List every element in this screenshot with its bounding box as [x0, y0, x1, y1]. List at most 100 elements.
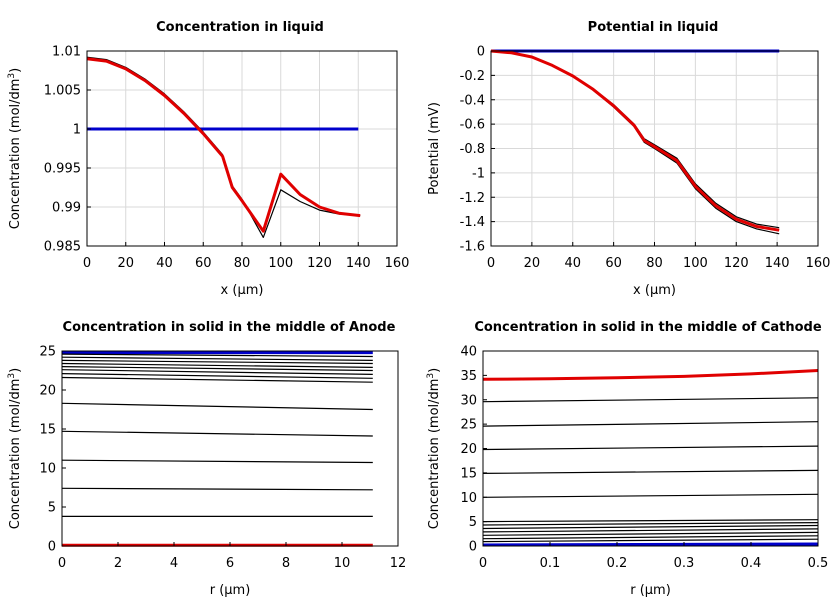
y-tick-label: 1.005: [44, 84, 81, 99]
y-tick-label: 20: [39, 384, 56, 399]
series-line: [61, 362, 373, 368]
chart-1: 0 20 40 60 80 100 120 140 160 1.01 1.005 1 0.995 0.99…: [7, 20, 409, 298]
x-axis-label: x (µm): [221, 283, 264, 298]
x-tick-label: 2: [114, 556, 122, 571]
y-tick-label: 5: [469, 515, 477, 530]
chart-4: 0 0.1 0.2 0.3 0.4 0.5 40 35 30 25 20 15 10 5 0 Concentr…: [426, 320, 828, 598]
series-line: [482, 519, 819, 523]
series-line: [61, 359, 373, 365]
chart-3: 0 2 4 6 8 10 12 25 20 15 10 5 0 Concentration in soli…: [7, 320, 406, 598]
x-tick-label: 60: [195, 256, 212, 271]
y-tick-label: 20: [460, 442, 477, 457]
series-line: [482, 445, 819, 451]
series-line: [482, 542, 819, 547]
y-tick-label: 0: [48, 540, 56, 555]
y-tick-label: 0: [469, 540, 477, 555]
x-tick-label: 20: [524, 256, 541, 271]
y-tick-label: 5: [48, 501, 56, 516]
chart-title: Potential in liquid: [588, 20, 719, 35]
y-tick-label: 15: [460, 466, 477, 481]
y-tick-label: 0: [477, 45, 485, 60]
x-tick-label: 100: [268, 256, 293, 271]
series-line: [482, 521, 819, 526]
chart-title: Concentration in solid in the middle of …: [63, 320, 396, 335]
x-tick-label: 20: [117, 256, 134, 271]
series-line: [61, 487, 373, 491]
series-line: [86, 57, 361, 233]
y-tick-label: 0.985: [44, 240, 81, 255]
y-tick-label: 0.99: [52, 201, 81, 216]
x-tick-label: 0: [83, 256, 91, 271]
series-line: [482, 493, 819, 498]
series-line: [61, 459, 373, 464]
x-axis-label: r (µm): [630, 583, 671, 598]
x-tick-label: 60: [605, 256, 622, 271]
y-tick-label: -1.2: [460, 191, 485, 206]
x-tick-label: 80: [234, 256, 251, 271]
y-tick-label: -0.2: [460, 69, 485, 84]
series-line: [482, 528, 819, 533]
y-tick-label: 35: [460, 369, 477, 384]
x-tick-label: 0.4: [741, 556, 762, 571]
series-line: [482, 469, 819, 474]
series-line: [482, 397, 819, 403]
x-tick-label: 0: [487, 256, 495, 271]
x-tick-label: 40: [156, 256, 173, 271]
series-line: [61, 402, 373, 411]
y-tick-label: 25: [39, 345, 56, 360]
x-tick-label: 0.1: [540, 556, 561, 571]
y-axis-label: Concentration (mol/dm3): [7, 368, 23, 530]
series-line: [482, 535, 819, 540]
y-tick-label: -0.4: [460, 93, 485, 108]
x-tick-label: 10: [334, 556, 351, 571]
series-line: [482, 421, 819, 427]
y-tick-label: 10: [39, 462, 56, 477]
x-axis-label: r (µm): [210, 583, 251, 598]
series-line: [61, 430, 373, 437]
chart-title: Concentration in liquid: [156, 20, 324, 35]
series-line: [482, 538, 819, 543]
x-tick-label: 140: [346, 256, 371, 271]
series-line: [61, 356, 373, 361]
y-tick-label: 15: [39, 423, 56, 438]
y-tick-label: -1.6: [460, 240, 485, 255]
y-axis-label: Concentration (mol/dm3): [426, 368, 442, 530]
x-tick-label: 0.2: [607, 556, 628, 571]
x-tick-label: 160: [385, 256, 410, 271]
series-line: [61, 369, 373, 375]
y-tick-label: 0.995: [44, 162, 81, 177]
y-tick-label: -1: [472, 166, 485, 181]
series-line: [61, 373, 373, 379]
y-tick-label: -0.8: [460, 142, 485, 157]
series-line: [61, 376, 373, 383]
x-tick-label: 12: [390, 556, 407, 571]
y-axis-label: Potential (mV): [427, 102, 442, 195]
series-line: [482, 524, 819, 530]
x-tick-label: 0: [479, 556, 487, 571]
x-tick-label: 0: [58, 556, 66, 571]
y-tick-label: 30: [460, 393, 477, 408]
x-tick-label: 40: [564, 256, 581, 271]
series-line: [61, 366, 373, 372]
x-tick-label: 140: [765, 256, 790, 271]
x-tick-label: 6: [226, 556, 234, 571]
chart-title: Concentration in solid in the middle of …: [474, 320, 822, 335]
x-tick-label: 120: [307, 256, 332, 271]
y-axis-label: Concentration (mol/dm3): [7, 68, 23, 230]
x-tick-label: 0.3: [674, 556, 695, 571]
x-tick-label: 160: [806, 256, 831, 271]
y-tick-label: 10: [460, 491, 477, 506]
x-tick-label: 120: [724, 256, 749, 271]
y-tick-label: 1: [73, 123, 81, 138]
y-tick-label: -0.6: [460, 118, 485, 133]
x-tick-label: 4: [170, 556, 178, 571]
series-line: [61, 353, 373, 358]
y-tick-label: -1.4: [460, 215, 485, 230]
y-tick-label: 40: [460, 345, 477, 360]
y-tick-label: 25: [460, 418, 477, 433]
x-tick-label: 100: [683, 256, 708, 271]
x-axis-label: x (µm): [633, 283, 676, 298]
x-tick-label: 80: [646, 256, 663, 271]
y-tick-label: 1.01: [52, 45, 81, 60]
